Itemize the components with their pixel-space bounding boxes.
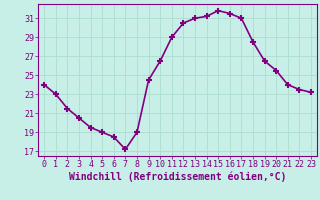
X-axis label: Windchill (Refroidissement éolien,°C): Windchill (Refroidissement éolien,°C) <box>69 172 286 182</box>
